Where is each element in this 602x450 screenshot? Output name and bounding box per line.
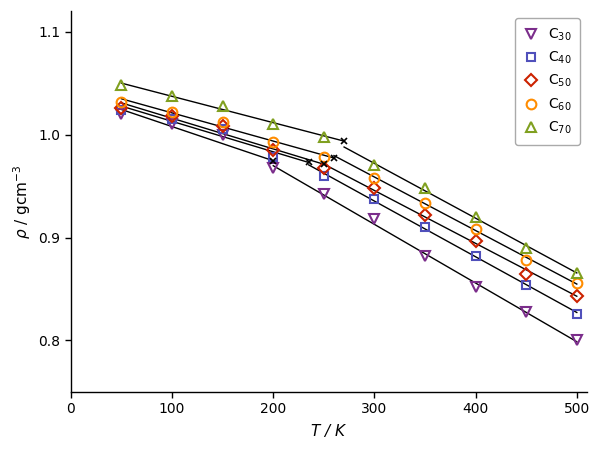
X-axis label: $T$ / K: $T$ / K: [310, 422, 347, 439]
Y-axis label: $\rho$ / gcm$^{-3}$: $\rho$ / gcm$^{-3}$: [11, 164, 33, 238]
Legend: C$_{30}$, C$_{40}$, C$_{50}$, C$_{60}$, C$_{70}$: C$_{30}$, C$_{40}$, C$_{50}$, C$_{60}$, …: [515, 18, 580, 144]
